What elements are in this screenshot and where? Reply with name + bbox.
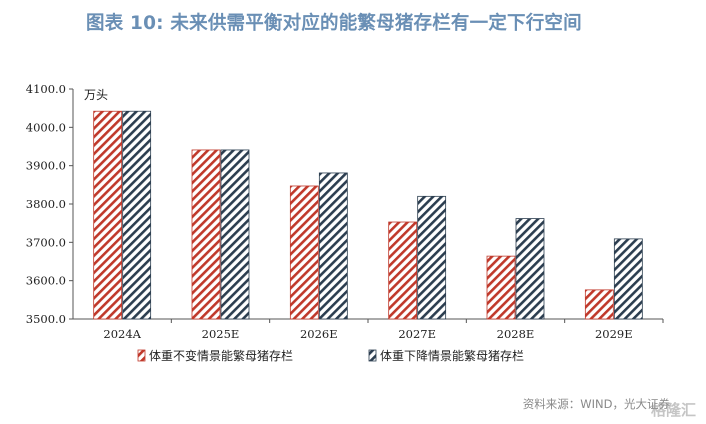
y-tick-label: 3600.0 — [26, 274, 66, 288]
x-tick-label: 2028E — [497, 327, 535, 341]
legend-label-series-b: 体重下降情景能繁母猪存栏 — [380, 348, 524, 363]
bars — [93, 110, 643, 320]
bar-series-b-2024A — [122, 110, 152, 320]
bar-series-a-2027E — [388, 221, 418, 320]
x-tick-label: 2024A — [103, 327, 141, 341]
bar-series-b-2027E — [417, 195, 447, 320]
bar-series-b-2028E — [515, 218, 545, 320]
watermark-logo: 格隆汇 — [650, 401, 696, 419]
y-tick-label: 3700.0 — [26, 235, 66, 249]
y-tick-label: 3800.0 — [26, 197, 66, 211]
bar-series-a-2025E — [191, 149, 221, 320]
y-tick-label: 3500.0 — [26, 312, 66, 326]
x-tick-label: 2029E — [595, 327, 633, 341]
y-tick-label: 4000.0 — [26, 120, 66, 134]
unit-label: 万头 — [84, 88, 108, 102]
x-tick-label: 2025E — [202, 327, 240, 341]
bar-series-a-2028E — [486, 255, 516, 320]
x-tick-label: 2026E — [300, 327, 338, 341]
chart-title: 图表 10: 未来供需平衡对应的能繁母猪存栏有一定下行空间 — [86, 13, 582, 34]
bar-series-b-2025E — [220, 149, 250, 320]
y-tick-label: 4100.0 — [26, 82, 66, 96]
axes — [69, 88, 664, 323]
legend-swatch-series-b — [368, 349, 377, 362]
bar-series-a-2024A — [93, 110, 123, 320]
bar-series-b-2026E — [318, 172, 348, 320]
bar-series-a-2029E — [584, 289, 614, 320]
source-note: 资料来源：WIND，光大证券 — [522, 397, 670, 411]
legend-label-series-a: 体重不变情景能繁母猪存栏 — [149, 348, 293, 363]
tick-labels: 3500.0 3600.0 3700.0 3800.0 3900.0 4000.0 4100… — [26, 82, 633, 341]
y-tick-label: 3900.0 — [26, 159, 66, 173]
legend-swatch-series-a — [137, 349, 146, 362]
bar-series-b-2029E — [613, 238, 643, 320]
x-tick-label: 2027E — [398, 327, 436, 341]
bar-series-a-2026E — [289, 185, 319, 320]
legend: 体重不变情景能繁母猪存栏 体重下降情景能繁母猪存栏 — [137, 348, 524, 363]
